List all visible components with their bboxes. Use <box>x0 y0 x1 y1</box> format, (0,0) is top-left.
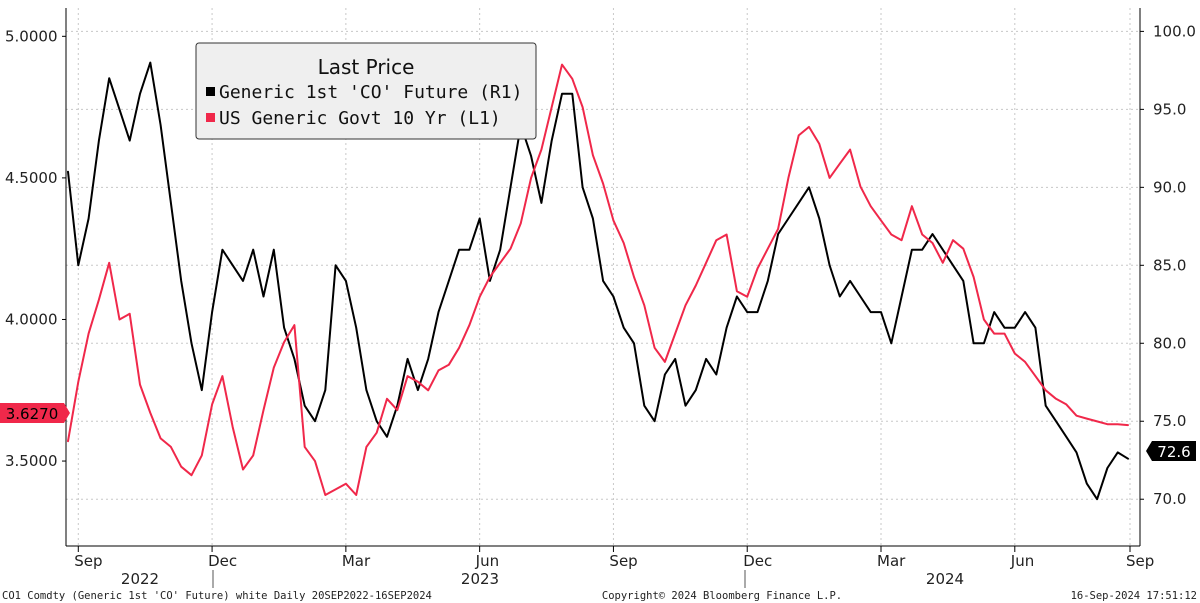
legend-swatch-brent <box>206 87 215 96</box>
month-label: Mar <box>342 552 371 570</box>
left-axis-ticks: 5.0000 4.5000 4.0000 3.5000 <box>5 27 66 470</box>
month-label: Sep <box>609 552 637 570</box>
right-tick-label: 75.0 <box>1153 412 1186 430</box>
legend-label-us10y: US Generic Govt 10 Yr (L1) <box>219 108 501 129</box>
legend-box <box>195 42 537 140</box>
month-label: Sep <box>74 552 102 570</box>
left-tick-label: 4.5000 <box>5 169 58 187</box>
month-label: Mar <box>877 552 906 570</box>
series-us-10y-yield-line <box>67 63 1129 496</box>
year-label: 2023 <box>461 570 499 588</box>
month-label: Sep <box>1126 552 1154 570</box>
legend-swatch-us10y <box>206 113 215 122</box>
month-label: Jun <box>475 552 499 570</box>
right-tick-label: 85.0 <box>1153 256 1186 274</box>
month-label: Dec <box>208 552 237 570</box>
x-axis-year-labels: 2022 2023 2024 <box>121 570 964 588</box>
right-tick-label: 80.0 <box>1153 334 1186 352</box>
last-value-badge-left: 3.6270 <box>0 403 70 423</box>
right-tick-label: 90.0 <box>1153 178 1186 196</box>
footer-right: 16-Sep-2024 17:51:12 <box>1071 590 1197 602</box>
last-value-badge-right: 72.6 <box>1146 441 1196 461</box>
legend: Last Price Generic 1st 'CO' Future (R1) … <box>195 42 537 140</box>
left-tick-label: 5.0000 <box>5 27 58 45</box>
footer-center: Copyright© 2024 Bloomberg Finance L.P. <box>602 590 842 602</box>
last-value-badge-right-text: 72.6 <box>1157 443 1190 461</box>
month-label: Jun <box>1010 552 1034 570</box>
month-label: Dec <box>743 552 772 570</box>
series-group <box>67 61 1129 501</box>
x-axis-month-labels: Sep Dec Mar Jun Sep Dec Mar Jun Sep <box>74 546 1154 570</box>
left-tick-label: 3.5000 <box>5 452 58 470</box>
legend-label-brent: Generic 1st 'CO' Future (R1) <box>219 82 522 103</box>
right-tick-label: 95.0 <box>1153 100 1186 118</box>
right-tick-label: 70.0 <box>1153 490 1186 508</box>
grid-lines <box>66 30 1140 500</box>
right-tick-label: 100.0 <box>1153 22 1196 40</box>
series-brent-future-line <box>67 61 1129 501</box>
footer-left: CO1 Comdty (Generic 1st 'CO' Future) whi… <box>2 590 432 602</box>
last-value-badge-left-text: 3.6270 <box>6 405 59 423</box>
left-tick-label: 4.0000 <box>5 310 58 328</box>
legend-title: Last Price <box>318 55 415 79</box>
year-label: 2024 <box>926 570 964 588</box>
year-label: 2022 <box>121 570 159 588</box>
right-axis-ticks: 100.0 95.0 90.0 85.0 80.0 75.0 70.0 <box>1140 22 1196 508</box>
